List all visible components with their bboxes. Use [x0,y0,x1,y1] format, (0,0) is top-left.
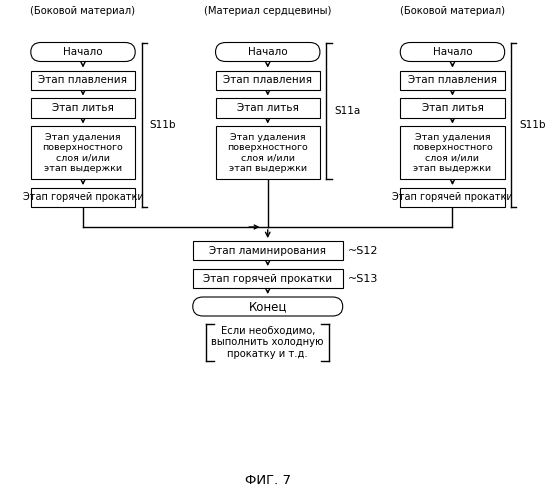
Text: ФИГ. 7: ФИГ. 7 [245,474,291,488]
Text: Этап литья: Этап литья [52,103,114,113]
FancyBboxPatch shape [31,188,135,207]
Text: Если необходимо,
выполнить холодную
прокатку и т.д.: Если необходимо, выполнить холодную прок… [211,326,324,359]
Text: Начало: Начало [63,47,103,57]
Text: Этап горячей прокатки: Этап горячей прокатки [23,192,143,202]
Text: Начало: Начало [433,47,472,57]
FancyBboxPatch shape [400,188,505,207]
FancyBboxPatch shape [216,70,320,90]
Text: Этап литья: Этап литья [237,103,299,113]
Text: S11b: S11b [150,120,176,130]
Text: Этап удаления
поверхностного
слоя и/или
этап выдержки: Этап удаления поверхностного слоя и/или … [412,132,493,173]
Text: Этап литья: Этап литья [422,103,484,113]
FancyBboxPatch shape [193,241,343,260]
FancyBboxPatch shape [400,126,505,179]
FancyBboxPatch shape [31,70,135,90]
FancyBboxPatch shape [216,42,320,62]
Text: Конец: Конец [249,300,287,313]
Text: Этап удаления
поверхностного
слоя и/или
этап выдержки: Этап удаления поверхностного слоя и/или … [43,132,124,173]
Text: (Материал сердцевины): (Материал сердцевины) [204,6,332,16]
Text: ~S13: ~S13 [348,274,378,283]
FancyBboxPatch shape [400,42,505,62]
Text: S11b: S11b [519,120,546,130]
Text: Этап плавления: Этап плавления [38,75,127,85]
FancyBboxPatch shape [31,42,135,62]
FancyBboxPatch shape [400,98,505,117]
Text: (Боковой материал): (Боковой материал) [400,6,505,16]
Text: S11a: S11a [334,106,361,116]
FancyBboxPatch shape [216,98,320,117]
Text: ~S12: ~S12 [348,246,379,256]
FancyBboxPatch shape [193,297,343,316]
FancyBboxPatch shape [31,126,135,179]
Text: Этап горячей прокатки: Этап горячей прокатки [203,274,332,283]
Text: Начало: Начало [248,47,288,57]
Text: (Боковой материал): (Боковой материал) [31,6,136,16]
FancyBboxPatch shape [400,70,505,90]
Text: Этап ламинирования: Этап ламинирования [209,246,326,256]
Text: Этап удаления
поверхностного
слоя и/или
этап выдержки: Этап удаления поверхностного слоя и/или … [227,132,308,173]
FancyBboxPatch shape [193,269,343,288]
FancyBboxPatch shape [216,126,320,179]
Text: Этап горячей прокатки: Этап горячей прокатки [392,192,513,202]
Text: Этап плавления: Этап плавления [408,75,497,85]
FancyBboxPatch shape [31,98,135,117]
Text: Этап плавления: Этап плавления [223,75,312,85]
